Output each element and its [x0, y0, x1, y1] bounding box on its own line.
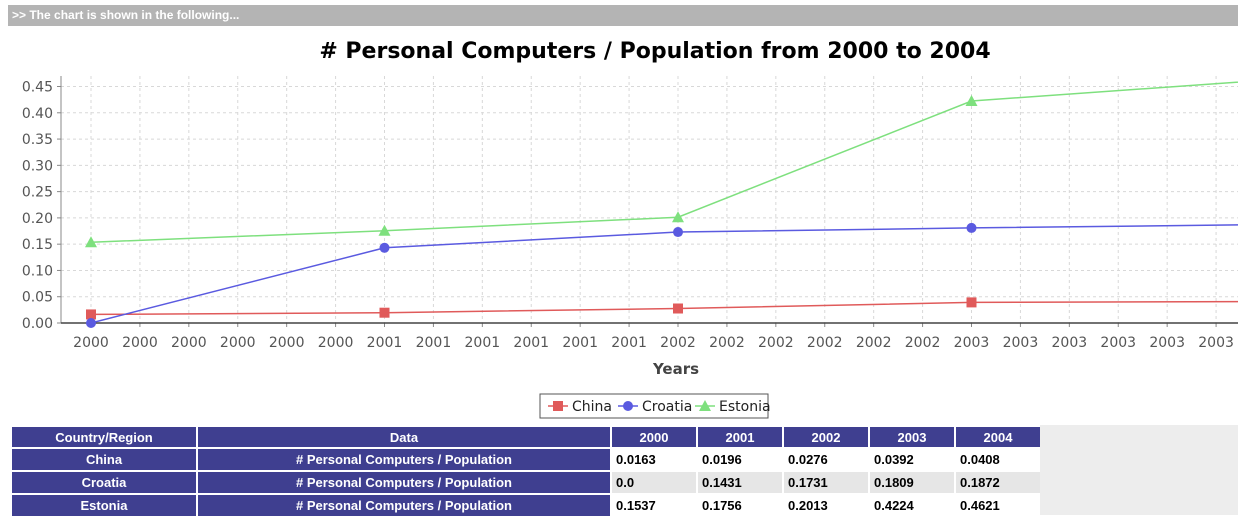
plot-background — [61, 76, 1238, 323]
x-tick-label: 2002 — [807, 335, 843, 351]
x-tick-label: 2001 — [367, 335, 403, 351]
x-tick-label: 2003 — [1198, 335, 1234, 351]
row-value: 0.1731 — [784, 472, 868, 493]
x-tick-label: 2002 — [758, 335, 794, 351]
data-point — [672, 211, 684, 223]
legend-label: Estonia — [719, 399, 771, 415]
data-point — [85, 236, 97, 248]
row-value: 0.0196 — [698, 449, 782, 470]
y-tick-label: 0.05 — [22, 290, 53, 306]
x-tick-label: 2001 — [513, 335, 549, 351]
row-value: 0.4621 — [956, 495, 1040, 516]
table-background — [1040, 425, 1238, 515]
row-value: 0.1431 — [698, 472, 782, 493]
x-tick-label: 2002 — [660, 335, 696, 351]
x-tick-label: 2003 — [1149, 335, 1185, 351]
row-value: 0.0392 — [870, 449, 954, 470]
x-tick-label: 2003 — [1003, 335, 1039, 351]
legend-box — [539, 393, 769, 419]
plot-area: 0.00 0.05 0.10 0.15 0.20 0.25 0.30 0.35 0.40 0.45… — [22, 76, 1238, 351]
legend-label: China — [572, 399, 612, 415]
data-point — [378, 224, 391, 236]
data-table: Country/Region Data 2000 2001 2002 2003 … — [10, 425, 1042, 518]
data-point — [553, 401, 563, 411]
line-chart: # Personal Computers / Population from 2… — [22, 39, 1238, 419]
y-tick-label: 0.40 — [22, 106, 53, 122]
row-value: 0.0276 — [784, 449, 868, 470]
x-tick-label: 2003 — [1100, 335, 1136, 351]
row-value: 0.1809 — [870, 472, 954, 493]
header-data: Data — [198, 427, 610, 447]
data-point — [379, 242, 390, 253]
x-tick-label: 2002 — [905, 335, 941, 351]
row-country: Estonia — [12, 495, 196, 516]
row-data: # Personal Computers / Population — [198, 472, 610, 493]
x-tick-label: 2001 — [562, 335, 598, 351]
data-point — [699, 400, 711, 411]
y-tick-label: 0.10 — [22, 263, 53, 279]
row-value: 0.0 — [612, 472, 696, 493]
data-point — [966, 297, 977, 308]
x-tick-label: 2001 — [465, 335, 501, 351]
row-data: # Personal Computers / Population — [198, 495, 610, 516]
table-header-row: Country/Region Data 2000 2001 2002 2003 … — [12, 427, 1040, 447]
y-tick-label: 0.35 — [22, 132, 53, 148]
chart-title: # Personal Computers / Population from 2… — [319, 39, 990, 64]
row-country: Croatia — [12, 472, 196, 493]
data-point — [965, 95, 978, 107]
y-tick-label: 0.15 — [22, 237, 53, 253]
x-tick-label: 2000 — [122, 335, 158, 351]
header-2002: 2002 — [784, 427, 868, 447]
header-2000: 2000 — [612, 427, 696, 447]
y-tick-label: 0.30 — [22, 158, 53, 174]
row-value: 0.2013 — [784, 495, 868, 516]
row-data: # Personal Computers / Population — [198, 449, 610, 470]
x-tick-label: 2001 — [611, 335, 647, 351]
x-tick-label: 2000 — [171, 335, 207, 351]
row-value: 0.1537 — [612, 495, 696, 516]
row-value: 0.0408 — [956, 449, 1040, 470]
x-tick-label: 2002 — [856, 335, 892, 351]
x-axis-label: Years — [652, 360, 699, 378]
y-tick-label: 0.25 — [22, 185, 53, 201]
header-2001: 2001 — [698, 427, 782, 447]
data-point — [379, 307, 390, 318]
table-row: Estonia # Personal Computers / Populatio… — [12, 495, 1040, 516]
y-tick-label: 0.00 — [22, 316, 53, 332]
x-tick-label: 2002 — [709, 335, 745, 351]
x-tick-label: 2003 — [954, 335, 990, 351]
row-value: 0.1756 — [698, 495, 782, 516]
header-2004: 2004 — [956, 427, 1040, 447]
legend-label: Croatia — [642, 399, 692, 415]
x-tick-label: 2000 — [220, 335, 256, 351]
data-point — [966, 222, 977, 233]
banner: >> The chart is shown in the following..… — [8, 5, 1238, 26]
table-row: China # Personal Computers / Population … — [12, 449, 1040, 470]
data-point — [86, 318, 96, 328]
x-tick-label: 2003 — [1052, 335, 1088, 351]
row-value: 0.4224 — [870, 495, 954, 516]
row-value: 0.1872 — [956, 472, 1040, 493]
data-point — [673, 227, 683, 238]
data-point — [623, 401, 633, 411]
x-tick-label: 2001 — [416, 335, 452, 351]
legend: China Croatia Estonia — [539, 393, 771, 419]
table-row: Croatia # Personal Computers / Populatio… — [12, 472, 1040, 493]
x-tick-label: 2000 — [318, 335, 354, 351]
x-tick-label: 2000 — [73, 335, 109, 351]
data-point — [86, 309, 96, 320]
y-tick-label: 0.45 — [22, 80, 53, 96]
x-tick-label: 2000 — [269, 335, 305, 351]
row-value: 0.0163 — [612, 449, 696, 470]
header-2003: 2003 — [870, 427, 954, 447]
row-country: China — [12, 449, 196, 470]
y-tick-label: 0.20 — [22, 211, 53, 227]
data-point — [673, 303, 683, 314]
header-country: Country/Region — [12, 427, 196, 447]
